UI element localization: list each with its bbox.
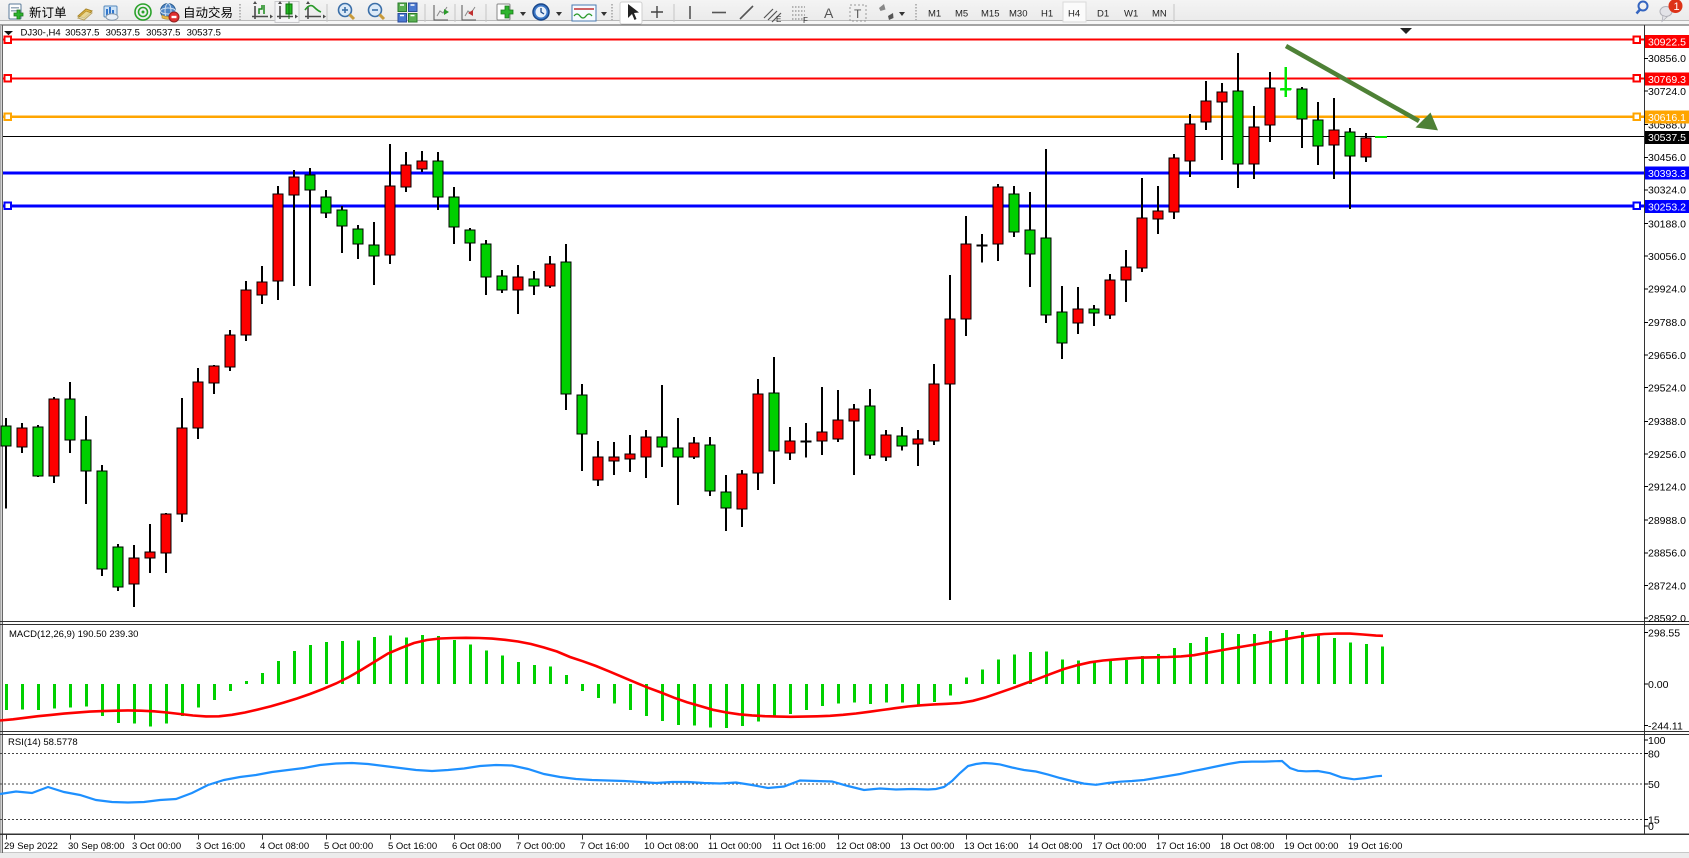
- svg-text:7 Oct 00:00: 7 Oct 00:00: [516, 841, 565, 852]
- svg-text:10 Oct 08:00: 10 Oct 08:00: [644, 841, 698, 852]
- svg-text:30537.5: 30537.5: [106, 28, 140, 39]
- svg-text:0: 0: [1648, 821, 1654, 833]
- svg-text:M5: M5: [955, 9, 968, 20]
- svg-text:30056.0: 30056.0: [1648, 251, 1686, 263]
- svg-text:17 Oct 00:00: 17 Oct 00:00: [1092, 841, 1146, 852]
- svg-text:30393.3: 30393.3: [1648, 168, 1686, 180]
- svg-text:14 Oct 08:00: 14 Oct 08:00: [1028, 841, 1082, 852]
- svg-text:50: 50: [1648, 779, 1660, 791]
- svg-text:7 Oct 16:00: 7 Oct 16:00: [580, 841, 629, 852]
- svg-text:H1: H1: [1041, 9, 1053, 20]
- svg-text:13 Oct 00:00: 13 Oct 00:00: [900, 841, 954, 852]
- svg-text:A: A: [824, 5, 834, 21]
- svg-text:M15: M15: [981, 9, 999, 20]
- svg-text:30724.0: 30724.0: [1648, 86, 1686, 98]
- svg-text:30537.5: 30537.5: [65, 28, 99, 39]
- svg-text:3 Oct 00:00: 3 Oct 00:00: [132, 841, 181, 852]
- svg-text:5 Oct 00:00: 5 Oct 00:00: [324, 841, 373, 852]
- svg-text:T: T: [854, 7, 862, 21]
- svg-text:E: E: [776, 15, 781, 24]
- svg-text:30537.5: 30537.5: [187, 28, 221, 39]
- svg-text:30537.5: 30537.5: [1648, 132, 1686, 144]
- svg-text:30922.5: 30922.5: [1648, 36, 1686, 48]
- svg-text:H4: H4: [1068, 9, 1080, 20]
- svg-text:18 Oct 08:00: 18 Oct 08:00: [1220, 841, 1274, 852]
- svg-text:30456.0: 30456.0: [1648, 152, 1686, 164]
- svg-text:W1: W1: [1124, 9, 1138, 20]
- svg-text:13 Oct 16:00: 13 Oct 16:00: [964, 841, 1018, 852]
- svg-text:29388.0: 29388.0: [1648, 416, 1686, 428]
- svg-text:6 Oct 08:00: 6 Oct 08:00: [452, 841, 501, 852]
- svg-text:80: 80: [1648, 748, 1660, 760]
- svg-text:298.55: 298.55: [1648, 627, 1680, 639]
- svg-text:12 Oct 08:00: 12 Oct 08:00: [836, 841, 890, 852]
- svg-text:4 Oct 08:00: 4 Oct 08:00: [260, 841, 309, 852]
- svg-text:D1: D1: [1097, 9, 1109, 20]
- svg-text:28988.0: 28988.0: [1648, 515, 1686, 527]
- svg-text:F: F: [803, 16, 808, 25]
- svg-text:11 Oct 16:00: 11 Oct 16:00: [772, 841, 826, 852]
- svg-text:30769.3: 30769.3: [1648, 74, 1686, 86]
- svg-text:M30: M30: [1009, 9, 1027, 20]
- svg-text:19 Oct 00:00: 19 Oct 00:00: [1284, 841, 1338, 852]
- svg-text:MACD(12,26,9) 190.50 239.30: MACD(12,26,9) 190.50 239.30: [9, 629, 138, 640]
- svg-text:30324.0: 30324.0: [1648, 185, 1686, 197]
- svg-text:30188.0: 30188.0: [1648, 218, 1686, 230]
- svg-text:MN: MN: [1152, 9, 1167, 20]
- svg-text:DJ30-,H4: DJ30-,H4: [21, 28, 61, 39]
- svg-text:3 Oct 16:00: 3 Oct 16:00: [196, 841, 245, 852]
- svg-text:28592.0: 28592.0: [1648, 613, 1686, 625]
- svg-text:30856.0: 30856.0: [1648, 53, 1686, 65]
- svg-text:29924.0: 29924.0: [1648, 284, 1686, 296]
- svg-text:15: 15: [1648, 814, 1660, 826]
- svg-text:30616.1: 30616.1: [1648, 112, 1686, 124]
- svg-text:30253.2: 30253.2: [1648, 201, 1686, 213]
- svg-text:11 Oct 00:00: 11 Oct 00:00: [708, 841, 762, 852]
- svg-text:19 Oct 16:00: 19 Oct 16:00: [1348, 841, 1402, 852]
- svg-text:28856.0: 28856.0: [1648, 548, 1686, 560]
- svg-text:29524.0: 29524.0: [1648, 383, 1686, 395]
- svg-text:0.00: 0.00: [1648, 679, 1669, 691]
- svg-text:29788.0: 29788.0: [1648, 317, 1686, 329]
- svg-text:29124.0: 29124.0: [1648, 481, 1686, 493]
- svg-text:1: 1: [1674, 1, 1680, 13]
- svg-text:28724.0: 28724.0: [1648, 580, 1686, 592]
- svg-text:RSI(14) 58.5778: RSI(14) 58.5778: [8, 737, 78, 748]
- svg-text:29656.0: 29656.0: [1648, 350, 1686, 362]
- svg-text:100: 100: [1648, 735, 1666, 747]
- svg-text:30537.5: 30537.5: [146, 28, 180, 39]
- svg-text:30 Sep 08:00: 30 Sep 08:00: [68, 841, 125, 852]
- svg-text:29 Sep 2022: 29 Sep 2022: [4, 841, 58, 852]
- svg-text:5 Oct 16:00: 5 Oct 16:00: [388, 841, 437, 852]
- svg-text:M1: M1: [928, 9, 941, 20]
- svg-text:-244.11: -244.11: [1648, 720, 1683, 732]
- svg-text:29256.0: 29256.0: [1648, 449, 1686, 461]
- svg-text:17 Oct 16:00: 17 Oct 16:00: [1156, 841, 1210, 852]
